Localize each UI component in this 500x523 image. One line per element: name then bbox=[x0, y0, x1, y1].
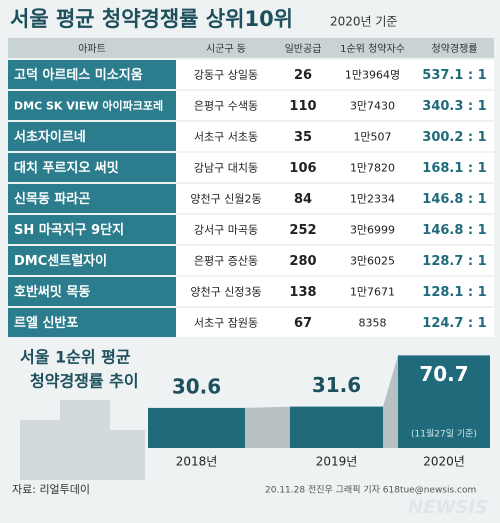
table-cell: 128.1 : 1 bbox=[422, 285, 486, 300]
name-cell-bg bbox=[8, 184, 176, 213]
table-cell: 138 bbox=[289, 285, 316, 300]
table-cell: 신목동 파라곤 bbox=[14, 191, 90, 207]
table-cell: 강서구 마곡동 bbox=[194, 224, 258, 237]
table-cell: 강동구 상일동 bbox=[194, 68, 258, 82]
table-cell: DMC SK VIEW 아이파크포레 bbox=[14, 99, 163, 113]
name-cell-bg bbox=[8, 153, 176, 182]
table-cell: 146.8 : 1 bbox=[422, 192, 486, 207]
chart-title: 청약경쟁률 추이 bbox=[30, 372, 139, 391]
table-cell: 537.1 : 1 bbox=[422, 68, 486, 83]
table-cell: 서초구 잠원동 bbox=[194, 317, 258, 330]
table-cell: 84 bbox=[294, 192, 312, 207]
table-cell: 강남구 대치동 bbox=[194, 162, 258, 175]
table-cell: 서초구 서초동 bbox=[194, 131, 258, 144]
x-tick-label: 2019년 bbox=[316, 455, 358, 469]
table-cell: 3만6999 bbox=[350, 224, 395, 237]
table-cell: 106 bbox=[289, 161, 316, 176]
value-label: 30.6 bbox=[172, 374, 221, 398]
name-cell-bg bbox=[8, 308, 176, 337]
title: 서울 평균 청약경쟁률 상위10위 bbox=[10, 7, 293, 31]
table-cell: 128.7 : 1 bbox=[422, 254, 486, 269]
name-cell-bg bbox=[8, 60, 176, 89]
name-cell-bg bbox=[8, 277, 176, 306]
header-cell: 1순위 청약자수 bbox=[340, 42, 405, 55]
logo: NEWSIS bbox=[408, 497, 488, 518]
table-cell: 252 bbox=[289, 223, 316, 238]
source: 자료: 리얼투데이 bbox=[12, 482, 90, 496]
value-label: 31.6 bbox=[312, 373, 361, 397]
header-cell: 시군구 동 bbox=[206, 43, 246, 55]
table-cell: 110 bbox=[289, 99, 316, 114]
annotation: (11월27일 기준) bbox=[411, 428, 477, 440]
table-cell: 고덕 아르테스 미소지움 bbox=[14, 67, 143, 83]
chart-title: 서울 1순위 평균 bbox=[20, 348, 131, 367]
table-cell: 26 bbox=[294, 68, 312, 83]
table-cell: 양천구 신월2동 bbox=[190, 192, 261, 206]
table-cell: 124.7 : 1 bbox=[422, 316, 486, 331]
table-cell: 1만7671 bbox=[350, 286, 395, 299]
table-cell: 호반써밋 목동 bbox=[14, 284, 90, 300]
table-cell: 르엘 신반포 bbox=[14, 315, 78, 331]
table-cell: 300.2 : 1 bbox=[422, 130, 486, 145]
table-cell: 168.1 : 1 bbox=[422, 161, 486, 176]
table-cell: 은평구 증산동 bbox=[194, 255, 258, 268]
header-row bbox=[8, 38, 494, 58]
table-cell: 67 bbox=[294, 316, 312, 331]
bar bbox=[148, 407, 245, 448]
table-cell: 은평구 수색동 bbox=[194, 100, 258, 113]
table-cell: 1만7820 bbox=[350, 162, 395, 175]
x-tick-label: 2018년 bbox=[176, 455, 218, 469]
name-cell-bg bbox=[8, 246, 176, 275]
name-cell-bg bbox=[8, 91, 176, 120]
building-illustration bbox=[20, 400, 145, 480]
table-cell: SH 마곡지구 9단지 bbox=[14, 222, 124, 238]
subtitle: 2020년 기준 bbox=[330, 15, 397, 29]
table-cell: 3만6025 bbox=[350, 255, 395, 268]
table-cell: 1만2334 bbox=[350, 193, 395, 206]
table-cell: 3만7430 bbox=[350, 100, 395, 113]
value-label: 70.7 bbox=[419, 362, 468, 386]
table-cell: 340.3 : 1 bbox=[422, 99, 486, 114]
connector bbox=[245, 406, 290, 448]
table-cell: 서초자이르네 bbox=[14, 129, 86, 145]
table-cell: 35 bbox=[294, 130, 312, 145]
table-cell: 1만3964명 bbox=[345, 69, 400, 82]
connector bbox=[383, 355, 398, 448]
header-cell: 청약경쟁률 bbox=[432, 42, 478, 55]
x-tick-label: 2020년 bbox=[423, 455, 465, 469]
table-cell: 146.8 : 1 bbox=[422, 223, 486, 238]
name-cell-bg bbox=[8, 122, 176, 151]
table-cell: DMC센트럴자이 bbox=[14, 253, 107, 269]
name-cell-bg bbox=[8, 215, 176, 244]
bar bbox=[290, 406, 383, 448]
credit: 20.11.28 전진우 그래픽 기자 618tue@newsis.com bbox=[265, 485, 476, 496]
table-cell: 8358 bbox=[359, 317, 387, 330]
table-cell: 280 bbox=[289, 254, 316, 269]
table-cell: 양천구 신정3동 bbox=[190, 285, 261, 299]
bar bbox=[398, 355, 490, 448]
table-cell: 1만507 bbox=[353, 131, 391, 144]
header-cell: 일반공급 bbox=[285, 43, 322, 55]
table-cell: 대치 푸르지오 써밋 bbox=[14, 160, 119, 176]
header-cell: 아파트 bbox=[78, 43, 106, 55]
